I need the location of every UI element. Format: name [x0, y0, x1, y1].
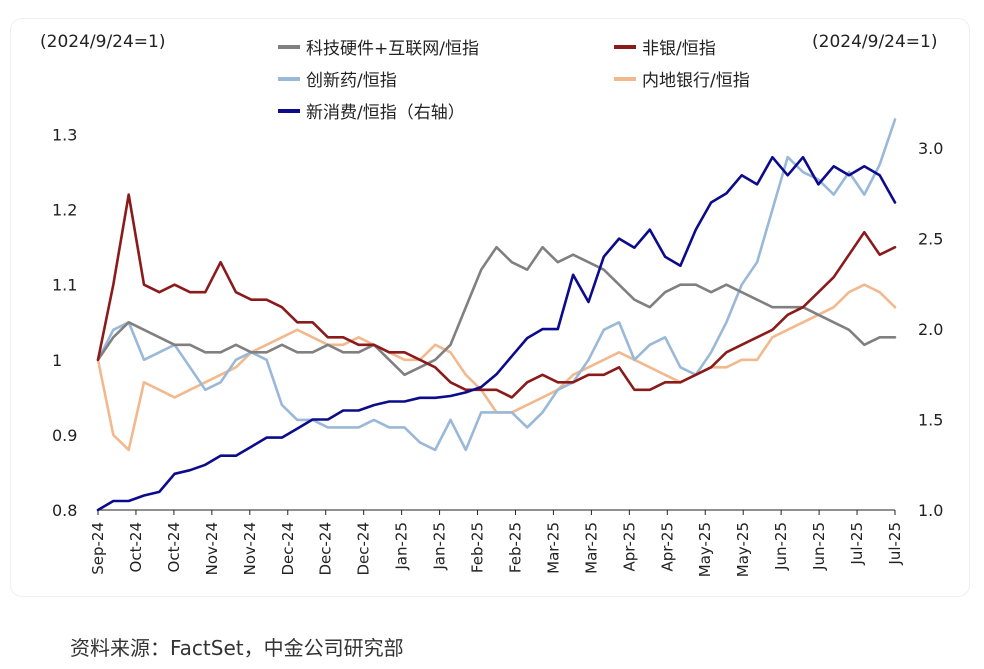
x-tick-label: Mar-25	[582, 522, 600, 574]
source-note: 资料来源：FactSet，中金公司研究部	[70, 636, 404, 660]
legend-label: 创新药/恒指	[306, 71, 397, 91]
left-axis-note: (2024/9/24=1)	[40, 32, 166, 52]
legend-swatch	[614, 44, 636, 49]
legend-swatch	[278, 76, 300, 81]
x-tick-label: Mar-25	[544, 522, 562, 574]
legend-label: 科技硬件+互联网/恒指	[306, 39, 479, 59]
x-tick-label: May-25	[734, 522, 752, 577]
x-tick-label: Jul-25	[848, 522, 866, 566]
legend-label: 内地银行/恒指	[642, 71, 750, 91]
x-tick-label: Nov-24	[203, 522, 221, 575]
y-left-tick-label: 1.2	[52, 201, 77, 220]
right-axis-note: (2024/9/24=1)	[812, 32, 938, 52]
legend-swatch	[614, 76, 636, 81]
series-line	[96, 118, 897, 452]
x-tick-label: Feb-25	[469, 522, 487, 573]
y-left-tick-label: 1.1	[52, 276, 77, 295]
legend-item-pharma: 创新药/恒指	[278, 66, 397, 91]
x-tick-label: Feb-25	[506, 522, 524, 573]
x-tick-label: Sep-24	[89, 522, 107, 575]
legend-item-tech: 科技硬件+互联网/恒指	[278, 34, 479, 59]
y-left-tick-label: 0.9	[52, 426, 77, 445]
x-tick-label: May-25	[696, 522, 714, 577]
x-tick-label: Jun-25	[810, 522, 828, 571]
x-tick-label: Dec-24	[317, 522, 335, 576]
x-tick-label: Oct-24	[127, 522, 145, 572]
line-chart: 0.8 0.9 1 1.1 1.2 1.3 1.0 1.5 2.0 2.5 3.0 Sep-24 Oct…	[52, 118, 943, 577]
series-line	[96, 245, 897, 377]
legend-label: 新消费/恒指（右轴）	[306, 103, 465, 123]
y-right-tick-label: 1.0	[918, 501, 943, 520]
legend-item-nonbank: 非银/恒指	[614, 34, 716, 59]
legend-label: 非银/恒指	[642, 39, 716, 59]
x-tick-label: Jan-25	[431, 522, 449, 571]
x-tick-label: Jul-25	[886, 522, 904, 566]
series-line	[96, 155, 897, 512]
y-right-tick-label: 1.5	[918, 411, 943, 430]
y-left-tick-label: 1.3	[52, 126, 77, 145]
x-tick-label: Oct-24	[165, 522, 183, 572]
legend-swatch	[278, 44, 300, 49]
y-right-tick-label: 2.5	[918, 230, 943, 249]
x-tick-label: Apr-25	[658, 522, 676, 572]
chart-card	[10, 18, 970, 597]
y-right-tick-label: 2.0	[918, 320, 943, 339]
y-left-tick-label: 0.8	[52, 501, 77, 520]
series-line	[96, 283, 897, 452]
y-right-tick-label: 3.0	[918, 139, 943, 158]
legend-item-consumer: 新消费/恒指（右轴）	[278, 98, 465, 123]
series-line	[96, 193, 897, 399]
x-tick-label: Jan-25	[393, 522, 411, 571]
legend-item-banks: 内地银行/恒指	[614, 66, 750, 91]
x-tick-label: Dec-24	[355, 522, 373, 576]
x-tick-label: Nov-24	[241, 522, 259, 575]
x-tick-label: Jun-25	[772, 522, 790, 571]
y-left-tick-label: 1	[52, 351, 62, 370]
legend-swatch	[278, 108, 300, 113]
x-tick-label: Apr-25	[620, 522, 638, 572]
x-tick-label: Dec-24	[279, 522, 297, 576]
